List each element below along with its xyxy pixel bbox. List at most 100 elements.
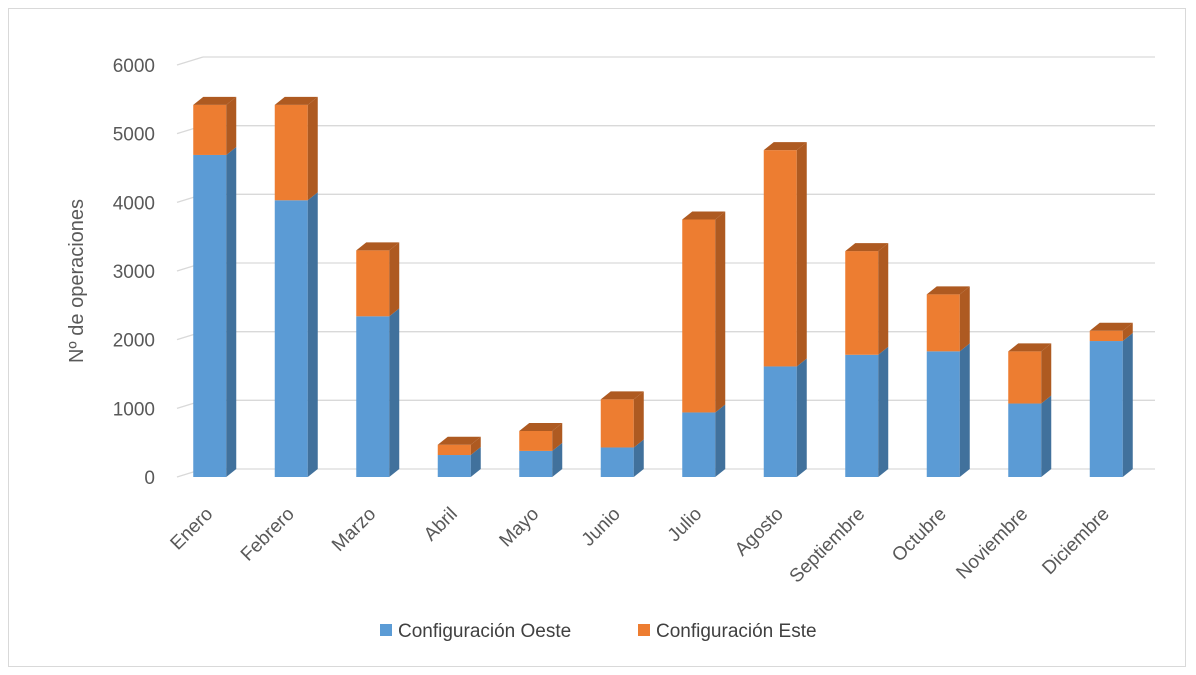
bar-front xyxy=(193,104,227,155)
bar-front xyxy=(600,447,634,477)
x-tick-label: Junio xyxy=(578,504,625,551)
bar-segment xyxy=(845,243,889,355)
bar-segment xyxy=(1089,322,1133,342)
bar-front xyxy=(1008,403,1042,477)
legend-swatch xyxy=(380,624,392,636)
bar-front xyxy=(356,250,390,317)
legend: Configuración Oeste Configuración Este xyxy=(380,621,817,642)
y-tick-label: 0 xyxy=(144,468,155,489)
bar-side xyxy=(552,442,563,477)
bar-front xyxy=(519,430,553,451)
bar-segment xyxy=(274,96,318,201)
bar-top xyxy=(274,96,318,105)
bar-side xyxy=(226,146,237,477)
x-tick-label: Septiembre xyxy=(786,504,870,588)
x-tick-label: Enero xyxy=(167,504,218,555)
legend-item: Configuración Este xyxy=(638,621,817,642)
y-tick-label: 2000 xyxy=(113,331,155,352)
bar-side xyxy=(796,358,807,477)
bar-side xyxy=(226,96,237,155)
bar-front xyxy=(274,104,308,201)
bar-front xyxy=(519,450,553,477)
x-tick-label: Noviembre xyxy=(952,504,1032,584)
bar-top xyxy=(519,422,563,431)
bar-front xyxy=(926,294,960,352)
bar-side xyxy=(552,422,563,451)
bar-side xyxy=(470,436,481,456)
bar-segment xyxy=(1008,343,1052,404)
y-axis-ticks: 0 1000 2000 3000 4000 5000 6000 xyxy=(113,56,155,489)
bar-segment xyxy=(926,343,970,477)
bar-side xyxy=(959,286,970,352)
x-tick-label: Abril xyxy=(420,504,462,546)
bar-segment xyxy=(1008,395,1052,477)
bar-segment xyxy=(437,436,481,456)
bar-segment xyxy=(519,442,563,477)
bar-top xyxy=(1089,322,1133,331)
bar-segment xyxy=(356,242,400,317)
bar-segment xyxy=(600,439,644,477)
x-tick-label: Diciembre xyxy=(1038,504,1113,579)
bar-side xyxy=(389,308,400,477)
bar-top xyxy=(845,243,889,252)
bar-segment xyxy=(193,146,237,477)
bar-front xyxy=(763,366,797,477)
x-tick-label: Mayo xyxy=(496,504,544,552)
bar-front xyxy=(274,200,308,478)
bar-segment xyxy=(519,422,563,451)
y-tick-label: 3000 xyxy=(113,262,155,283)
bar-side xyxy=(1122,322,1133,342)
x-tick-label: Agosto xyxy=(731,504,788,561)
bar-front xyxy=(437,444,471,456)
y-tick-label: 1000 xyxy=(113,399,155,420)
y-axis-title: Nº de operaciones xyxy=(66,199,88,363)
bar-segment xyxy=(763,358,807,477)
bar-side xyxy=(715,211,726,413)
y-tick-label: 4000 xyxy=(113,193,155,214)
bar-side xyxy=(878,243,889,355)
y-tick-label: 5000 xyxy=(113,125,155,146)
bar-side xyxy=(633,439,644,477)
bar-side xyxy=(1041,343,1052,404)
bar-top xyxy=(437,436,481,445)
bar-front xyxy=(682,219,716,413)
bar-top xyxy=(1008,343,1052,352)
bar-side xyxy=(1122,333,1133,477)
bar-top xyxy=(356,242,400,251)
bar-front xyxy=(1089,341,1123,477)
bar-side xyxy=(959,343,970,477)
legend-label: Configuración Oeste xyxy=(398,621,571,642)
bar-segment xyxy=(763,142,807,367)
bar-front xyxy=(1008,351,1042,404)
bar-front xyxy=(193,154,227,477)
legend-swatch xyxy=(638,624,650,636)
bar-top xyxy=(926,286,970,295)
bar-top xyxy=(682,211,726,220)
bar-segment xyxy=(845,346,889,477)
legend-label: Configuración Este xyxy=(656,621,817,642)
bar-front xyxy=(1089,330,1123,342)
bar-top xyxy=(763,142,807,151)
bar-front xyxy=(437,455,471,477)
gridline-side xyxy=(176,56,204,66)
bar-side xyxy=(389,242,400,317)
x-tick-label: Febrero xyxy=(237,504,299,566)
bar-side xyxy=(715,404,726,477)
bar-segment xyxy=(274,192,318,478)
bar-side xyxy=(307,96,318,201)
bar-segment xyxy=(437,447,481,477)
bar-front xyxy=(356,316,390,477)
chart-frame: 0 1000 2000 3000 4000 5000 6000 Enero Febrero Ma… xyxy=(8,8,1186,667)
bars xyxy=(193,96,1133,478)
x-tick-label: Marzo xyxy=(328,504,380,556)
bar-side xyxy=(470,447,481,477)
bar-top xyxy=(600,391,644,400)
bar-side xyxy=(796,142,807,367)
bar-side xyxy=(307,192,318,478)
bar-front xyxy=(763,150,797,367)
bar-side xyxy=(878,346,889,477)
bar-segment xyxy=(926,286,970,352)
bar-front xyxy=(600,399,634,448)
x-axis-ticks: Enero Febrero Marzo Abril Mayo Junio Julio Agos… xyxy=(167,504,1114,588)
bar-front xyxy=(926,351,960,477)
